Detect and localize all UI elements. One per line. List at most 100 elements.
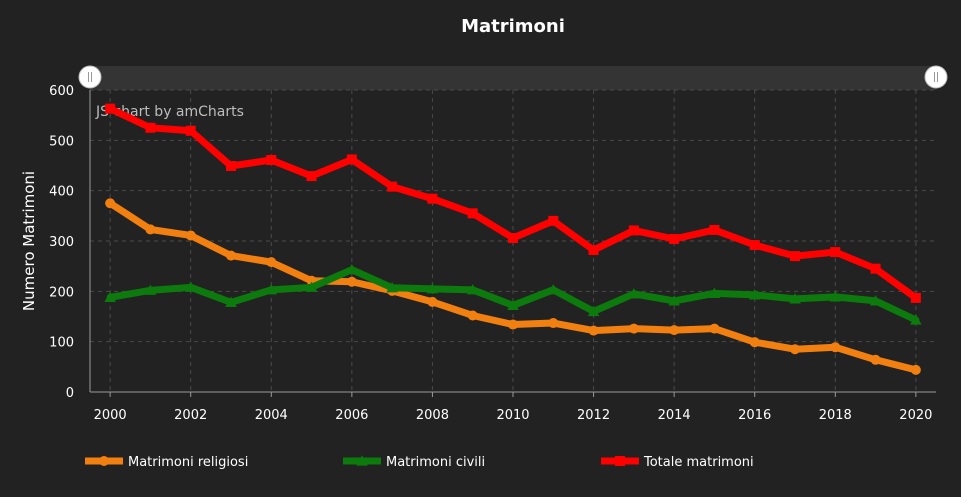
legend-item[interactable]: Totale matrimoni	[601, 455, 754, 470]
x-tick-label: 2010	[496, 408, 529, 423]
data-point[interactable]	[387, 181, 398, 192]
data-point[interactable]	[587, 305, 600, 317]
data-point[interactable]	[145, 122, 156, 133]
data-point[interactable]	[548, 318, 559, 329]
data-point[interactable]	[628, 323, 639, 334]
x-tick-label: 2012	[577, 408, 610, 423]
data-point[interactable]	[508, 319, 518, 330]
axes: 0 100 200 300 400 500 600 2000 2002 2004 2006 2008 2…	[49, 84, 936, 423]
data-point[interactable]	[749, 337, 760, 348]
y-tick-label: 400	[49, 185, 74, 200]
legend-label: Totale matrimoni	[643, 455, 754, 470]
data-point[interactable]	[870, 263, 881, 274]
data-point[interactable]	[426, 283, 439, 294]
data-point[interactable]	[346, 154, 357, 165]
data-point[interactable]	[226, 250, 236, 261]
data-point[interactable]	[104, 291, 116, 302]
x-tick-label: 2016	[738, 408, 771, 423]
data-point[interactable]	[508, 232, 518, 243]
x-tick-label: 2000	[94, 408, 127, 423]
data-point[interactable]	[790, 344, 800, 355]
data-point[interactable]	[628, 288, 640, 299]
data-point[interactable]	[225, 296, 237, 308]
data-point[interactable]	[830, 247, 841, 258]
legend: Matrimoni religiosi Matrimoni civili Total…	[85, 455, 754, 470]
legend-marker[interactable]	[99, 456, 109, 466]
data-point[interactable]	[144, 284, 157, 295]
data-point[interactable]	[467, 310, 478, 321]
data-point[interactable]	[910, 292, 921, 303]
data-point[interactable]	[346, 276, 357, 287]
data-point[interactable]	[789, 293, 801, 304]
data-point[interactable]	[145, 224, 156, 235]
data-point[interactable]	[265, 284, 278, 295]
y-axis-title: Numero Matrimoni	[20, 171, 38, 311]
data-point[interactable]	[547, 284, 560, 295]
legend-marker[interactable]	[356, 455, 368, 466]
data-point[interactable]	[466, 284, 479, 295]
data-point[interactable]	[105, 103, 116, 114]
data-point[interactable]	[226, 161, 236, 172]
y-tick-label: 300	[49, 235, 74, 250]
data-point[interactable]	[184, 281, 197, 292]
data-point[interactable]	[829, 291, 842, 302]
data-point[interactable]	[628, 225, 639, 236]
data-point[interactable]	[105, 198, 116, 209]
chart-title: Matrimoni	[461, 16, 565, 37]
data-point[interactable]	[548, 215, 559, 226]
data-point[interactable]	[185, 230, 196, 241]
data-point[interactable]	[709, 323, 720, 334]
data-point[interactable]	[507, 299, 519, 311]
data-point[interactable]	[306, 171, 317, 182]
legend-label: Matrimoni religiosi	[128, 455, 248, 470]
y-tick-label: 0	[66, 386, 74, 401]
data-point[interactable]	[305, 281, 318, 292]
data-point[interactable]	[830, 342, 841, 353]
data-point[interactable]	[749, 240, 760, 251]
legend-item[interactable]: Matrimoni religiosi	[85, 455, 248, 470]
data-point[interactable]	[427, 296, 438, 307]
data-point[interactable]	[386, 282, 398, 293]
x-tick-label: 2020	[899, 408, 932, 423]
data-point[interactable]	[668, 295, 680, 306]
data-point[interactable]	[910, 364, 921, 375]
data-point[interactable]	[669, 233, 680, 244]
range-scrollbar[interactable]	[78, 65, 948, 90]
data-point[interactable]	[266, 154, 277, 165]
data-point[interactable]	[910, 314, 922, 325]
data-point[interactable]	[185, 125, 196, 136]
scrollbar-track[interactable]	[90, 66, 936, 90]
scrollbar-end-grip[interactable]	[924, 65, 948, 89]
y-tick-label: 500	[49, 134, 74, 149]
data-point[interactable]	[588, 325, 599, 336]
series-1	[104, 263, 922, 325]
series-lines	[104, 103, 922, 375]
data-point[interactable]	[708, 287, 721, 298]
data-point[interactable]	[748, 289, 761, 300]
data-point[interactable]	[870, 354, 881, 365]
y-tick-label: 600	[49, 84, 74, 99]
x-tick-label: 2014	[658, 408, 691, 423]
legend-marker[interactable]	[615, 456, 625, 466]
data-point[interactable]	[467, 208, 478, 219]
x-tick-label: 2006	[335, 408, 368, 423]
x-tick-label: 2004	[255, 408, 288, 423]
data-point[interactable]	[709, 224, 720, 235]
x-tick-label: 2018	[819, 408, 852, 423]
series-2	[105, 103, 921, 303]
data-point[interactable]	[669, 325, 680, 336]
data-point[interactable]	[588, 245, 599, 256]
scrollbar-start-grip[interactable]	[78, 65, 102, 89]
y-tick-label: 100	[49, 336, 74, 351]
data-point[interactable]	[869, 295, 882, 306]
legend-label: Matrimoni civili	[386, 455, 485, 470]
data-point[interactable]	[346, 263, 358, 275]
y-tick-label: 200	[49, 285, 74, 300]
data-point[interactable]	[266, 257, 277, 268]
data-point[interactable]	[790, 251, 800, 262]
data-point[interactable]	[427, 193, 438, 204]
legend-item[interactable]: Matrimoni civili	[343, 455, 485, 470]
grid-lines	[90, 89, 936, 392]
